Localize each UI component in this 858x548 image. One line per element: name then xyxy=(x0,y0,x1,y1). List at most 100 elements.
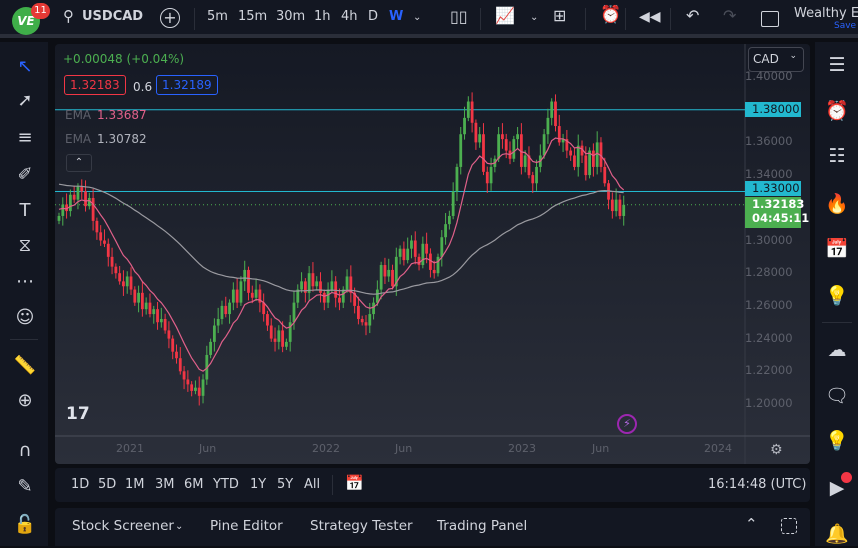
alerts-icon[interactable]: ⏰ xyxy=(825,100,849,122)
range-3m[interactable]: 3M xyxy=(155,477,175,492)
time-tick-label: Jun xyxy=(592,442,610,455)
chevron-down-icon[interactable]: ⌄ xyxy=(175,521,184,532)
text-icon[interactable]: T xyxy=(19,200,31,221)
range-1y[interactable]: 1Y xyxy=(250,477,267,492)
price-tick-label: 1.40000 xyxy=(745,69,793,83)
ruler-icon[interactable]: 📏 xyxy=(13,355,37,376)
candle-body xyxy=(311,273,315,287)
candle-body xyxy=(466,101,470,118)
chevron-down-icon[interactable]: ⌄ xyxy=(413,12,422,23)
symbol-search[interactable]: USDCAD xyxy=(82,9,144,24)
brush-icon[interactable]: ✐ xyxy=(17,164,33,185)
sell-price-button[interactable]: 1.32183 xyxy=(64,75,126,95)
maximize-panel-icon[interactable] xyxy=(781,518,797,534)
price-tick-label: 1.28000 xyxy=(745,265,793,280)
collapse-panel-icon[interactable]: ⌃ xyxy=(745,515,758,533)
watchlist-icon[interactable]: ☰ xyxy=(828,54,846,76)
calendar-icon[interactable]: 📅 xyxy=(825,238,849,260)
replay-icon[interactable]: ◀◀ xyxy=(639,9,661,25)
settings-icon[interactable]: ⚙ xyxy=(770,442,783,458)
range-ytd[interactable]: YTD xyxy=(213,477,239,492)
notifications-bell-icon[interactable]: 🔔 xyxy=(825,523,849,545)
go-to-date-icon[interactable]: 📅 xyxy=(345,474,364,492)
candle-body xyxy=(432,269,436,274)
layouts-icon[interactable]: ⊞ xyxy=(553,6,567,25)
candle-body xyxy=(231,289,235,303)
ideas-icon[interactable]: 💡 xyxy=(825,285,849,307)
price-tick-label: 1.26000 xyxy=(745,297,793,312)
range-6m[interactable]: 6M xyxy=(184,477,204,492)
fib-retracement-icon[interactable]: ≡ xyxy=(17,127,33,148)
candle-body xyxy=(307,273,311,293)
streams-icon[interactable]: 💡 xyxy=(825,430,849,452)
candle-body xyxy=(167,330,171,339)
candle-body xyxy=(338,297,341,303)
unlock-icon[interactable]: 🔓 xyxy=(13,514,37,535)
tab-pine-editor[interactable]: Pine Editor xyxy=(210,518,283,534)
collapse-legend-button[interactable]: ⌃ xyxy=(66,154,92,172)
add-symbol-icon[interactable]: + xyxy=(160,8,180,28)
lock-drawings-icon[interactable]: ✎ xyxy=(17,476,33,497)
layout-name[interactable]: Wealthy Ed xyxy=(794,6,858,21)
fullscreen-icon[interactable] xyxy=(761,11,779,27)
save-button[interactable]: Save xyxy=(834,21,857,31)
broadcast-icon[interactable]: ▶ xyxy=(829,477,845,499)
range-all[interactable]: All xyxy=(304,477,321,492)
pattern-icon[interactable]: ⧖ xyxy=(18,235,32,256)
undo-icon[interactable]: ↶ xyxy=(686,6,700,25)
interval-5m[interactable]: 5m xyxy=(207,9,228,24)
candle-body xyxy=(68,194,72,212)
candle-body xyxy=(209,341,212,355)
ema-fast-value: 1.33687 xyxy=(97,108,147,122)
candle-body xyxy=(288,322,292,342)
candle-body xyxy=(87,197,91,207)
alert-icon[interactable]: ⏰ xyxy=(600,5,622,25)
interval-15m[interactable]: 15m xyxy=(238,9,268,24)
candle-body xyxy=(565,139,569,151)
candle-body xyxy=(182,371,186,380)
utc-clock[interactable]: 16:14:48 (UTC) xyxy=(708,477,807,492)
candle-body xyxy=(482,134,485,172)
chart-pane[interactable]: +0.00048 (+0.04%) 1.32183 0.6 1.32189 EM… xyxy=(55,44,810,464)
cursor-icon[interactable]: ↖ xyxy=(17,56,33,77)
chevron-down-icon[interactable]: ⌄ xyxy=(530,12,539,23)
candle-body xyxy=(201,379,205,396)
notification-badge: 11 xyxy=(31,3,50,19)
search-icon[interactable]: ⚲ xyxy=(63,7,74,25)
interval-30m[interactable]: 30m xyxy=(276,9,306,24)
candle-body xyxy=(368,314,372,326)
currency-select[interactable]: CAD ⌄ xyxy=(748,47,804,72)
tab-stock-screener[interactable]: Stock Screener xyxy=(72,518,174,534)
candle-type-icon[interactable]: ▯▯ xyxy=(450,7,468,26)
candle-body xyxy=(254,289,258,298)
indicators-icon[interactable]: 📈 xyxy=(495,6,515,25)
tab-trading-panel[interactable]: Trading Panel xyxy=(437,518,528,534)
range-5d[interactable]: 5D xyxy=(98,477,117,492)
candle-body xyxy=(106,243,110,257)
interval-1h[interactable]: 1h xyxy=(314,9,331,24)
messages-icon[interactable]: 🗨 xyxy=(824,385,850,407)
chats-icon[interactable]: ☁ xyxy=(827,339,847,361)
hotlists-icon[interactable]: 🔥 xyxy=(825,193,849,215)
price-chart[interactable] xyxy=(55,44,810,464)
magnet-icon[interactable]: ∩ xyxy=(18,440,32,461)
interval-w[interactable]: W xyxy=(389,9,404,24)
candle-body xyxy=(322,292,326,303)
ema-slow-line xyxy=(58,183,624,295)
prediction-icon[interactable]: ⋯ xyxy=(16,271,34,292)
buy-price-button[interactable]: 1.32189 xyxy=(156,75,218,95)
range-1d[interactable]: 1D xyxy=(71,477,90,492)
interval-4h[interactable]: 4h xyxy=(341,9,358,24)
lightning-event-icon[interactable]: ⚡ xyxy=(617,414,637,434)
object-tree-icon[interactable]: ☷ xyxy=(828,145,846,167)
range-5y[interactable]: 5Y xyxy=(277,477,294,492)
zoom-in-icon[interactable]: ⊕ xyxy=(17,390,33,411)
redo-icon[interactable]: ↷ xyxy=(723,6,737,25)
emoji-icon[interactable]: ☺ xyxy=(15,307,35,328)
candle-body xyxy=(250,292,254,298)
tab-strategy-tester[interactable]: Strategy Tester xyxy=(310,518,413,534)
trend-line-icon[interactable]: ➚ xyxy=(17,90,33,111)
range-1m[interactable]: 1M xyxy=(125,477,145,492)
interval-d[interactable]: D xyxy=(368,9,379,24)
last-price-value: 1.32183 xyxy=(752,197,805,211)
